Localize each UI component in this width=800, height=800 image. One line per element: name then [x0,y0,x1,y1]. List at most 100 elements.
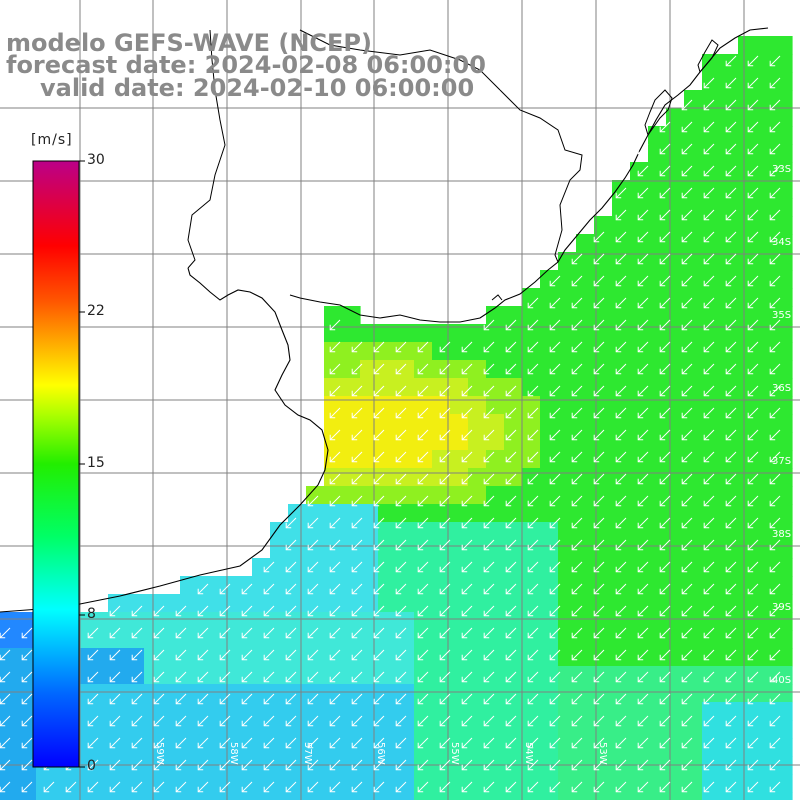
wind-cell [414,396,433,415]
wind-cell [468,450,487,469]
wind-arrow [659,407,671,419]
wind-cell [738,306,757,325]
wind-cell [342,378,361,397]
wind-cell [468,378,487,397]
wind-cell [576,306,595,325]
wind-cell [756,504,775,523]
wind-arrow [461,561,473,573]
wind-arrow [703,539,715,551]
wind-arrow [241,759,253,771]
wind-arrow [703,605,715,617]
wind-cell [612,486,631,505]
wind-cell [612,198,631,217]
wind-cell [432,504,451,523]
wind-arrow [725,583,737,595]
wind-arrow [747,671,759,683]
wind-cell [270,666,289,685]
wind-cell [522,612,541,631]
lon-label: 53W [597,742,608,765]
wind-cell [684,414,703,433]
wind-cell [630,360,649,379]
wind-cell [414,486,433,505]
wind-cell [486,576,505,595]
wind-cell [270,720,289,739]
wind-arrow [197,715,209,727]
wind-arrow [285,649,297,661]
wind-arrow [527,671,539,683]
wind-arrow [681,363,693,375]
wind-cell [234,576,253,595]
wind-arrow [747,231,759,243]
wind-arrow [725,187,737,199]
wind-cell [324,324,343,343]
wind-cell [324,720,343,739]
wind-arrow [549,605,561,617]
wind-cell [180,666,199,685]
border-uruguay-brazil [499,89,583,263]
wind-cell [702,522,721,541]
wind-cell [288,522,307,541]
wind-cell [540,306,559,325]
wind-arrow [351,627,363,639]
wind-arrow [769,649,781,661]
wind-cell [450,684,469,703]
wind-arrow [659,253,671,265]
wind-cell [432,558,451,577]
wind-cell [684,774,703,793]
wind-cell [72,774,91,793]
wind-arrow [0,737,11,749]
wind-cell [594,684,613,703]
wind-arrow [461,649,473,661]
wind-arrow [351,517,363,529]
wind-cell [18,684,37,703]
wind-cell [198,666,217,685]
wind-cell [684,576,703,595]
wind-cell [756,306,775,325]
wind-arrow [439,583,451,595]
wind-cell [378,702,397,721]
wind-arrow [461,385,473,397]
wind-cell [486,522,505,541]
wind-cell [504,378,523,397]
wind-cell [630,792,649,800]
wind-arrow [681,407,693,419]
wind-arrow [0,627,11,639]
wind-cell [648,612,667,631]
wind-arrow [703,715,715,727]
wind-arrow [329,341,341,353]
wind-arrow [527,715,539,727]
wind-arrow [153,781,165,793]
wind-cell [756,54,775,73]
wind-cell [306,486,325,505]
wind-arrow [593,517,605,529]
wind-arrow [197,737,209,749]
wind-cell [756,396,775,415]
wind-arrow [0,671,11,683]
wind-cell [720,198,739,217]
wind-cell [504,576,523,595]
wind-cell [684,126,703,145]
wind-cell [504,360,523,379]
wind-arrow [373,671,385,683]
border-river [187,29,226,269]
wind-cell [702,360,721,379]
wind-cell [684,594,703,613]
wind-arrow [747,737,759,749]
wind-arrow [725,385,737,397]
wind-cell [360,792,379,800]
wind-arrow [725,495,737,507]
wind-cell [450,378,469,397]
wind-arrow [219,759,231,771]
wind-arrow [483,561,495,573]
wind-arrow [593,715,605,727]
wind-cell [666,738,685,757]
wind-cell [522,558,541,577]
colorbar-unit: [m/s] [31,132,73,148]
wind-cell [126,774,145,793]
wind-cell [756,432,775,451]
wind-arrow [87,649,99,661]
wind-cell [666,522,685,541]
wind-cell [594,522,613,541]
wind-arrow [43,781,55,793]
wind-arrow [615,517,627,529]
